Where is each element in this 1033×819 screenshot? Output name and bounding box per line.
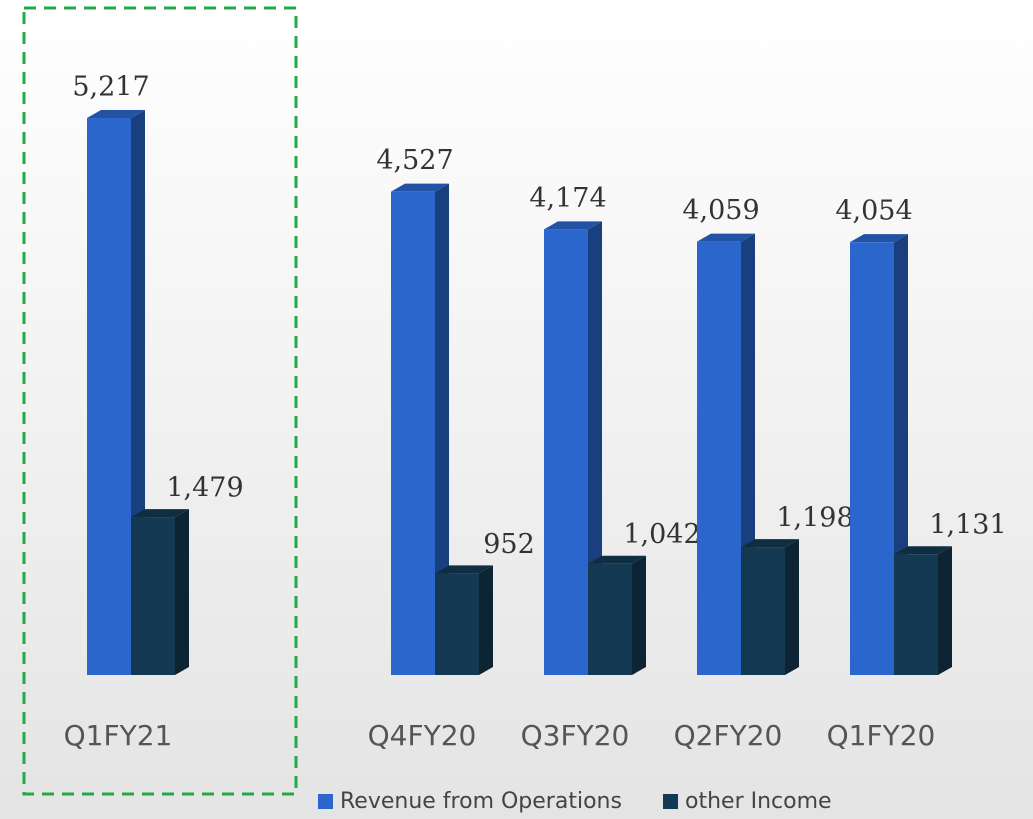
data-label: 4,527 xyxy=(376,145,453,176)
bar-front xyxy=(850,242,894,675)
data-label: 4,059 xyxy=(682,195,759,226)
bar xyxy=(131,509,189,675)
bar xyxy=(850,234,908,675)
bar-top xyxy=(391,183,449,192)
legend-swatch xyxy=(663,794,678,809)
legend-label: other Income xyxy=(685,789,832,814)
bar xyxy=(435,565,493,675)
x-tick-label: Q4FY20 xyxy=(368,719,477,752)
bar-top xyxy=(850,234,908,243)
x-tick-label: Q1FY20 xyxy=(827,719,936,752)
bar-side xyxy=(632,555,646,675)
bar-side xyxy=(785,539,799,675)
highlight-box xyxy=(22,6,298,796)
x-tick-label: Q2FY20 xyxy=(674,719,783,752)
data-label: 4,174 xyxy=(529,183,606,214)
bar-front xyxy=(544,229,588,675)
data-label: 1,042 xyxy=(623,519,700,550)
data-label: 952 xyxy=(483,529,535,560)
bar-top xyxy=(131,509,189,518)
bar xyxy=(894,546,952,675)
bar-top xyxy=(435,565,493,574)
bar-top xyxy=(894,546,952,555)
bar-top xyxy=(588,555,646,564)
bar-side xyxy=(479,565,493,675)
bar-side xyxy=(938,546,952,675)
bar-front xyxy=(894,554,938,675)
data-label: 1,131 xyxy=(929,510,1006,541)
bar-front xyxy=(131,517,175,675)
data-label: 1,479 xyxy=(166,473,243,504)
legend-label: Revenue from Operations xyxy=(340,789,622,814)
bar-side xyxy=(435,183,449,676)
bar-top xyxy=(544,221,602,230)
bar-top xyxy=(741,539,799,548)
data-label: 4,054 xyxy=(835,196,912,227)
bar-top xyxy=(697,233,755,242)
bar-front xyxy=(588,563,632,675)
bar-front xyxy=(391,191,435,676)
bar-front xyxy=(697,241,741,675)
x-tick-label: Q3FY20 xyxy=(521,719,630,752)
data-label: 5,217 xyxy=(72,72,149,103)
x-tick-label: Q1FY21 xyxy=(64,719,173,752)
legend-swatch xyxy=(318,794,333,809)
bar-side xyxy=(175,509,189,675)
bar xyxy=(588,555,646,675)
bar-front xyxy=(435,573,479,675)
bar-front xyxy=(87,118,131,675)
bar-top xyxy=(87,110,145,118)
data-label: 1,198 xyxy=(776,503,853,534)
bar xyxy=(741,539,799,675)
bar-front xyxy=(741,547,785,675)
bar xyxy=(391,183,449,676)
